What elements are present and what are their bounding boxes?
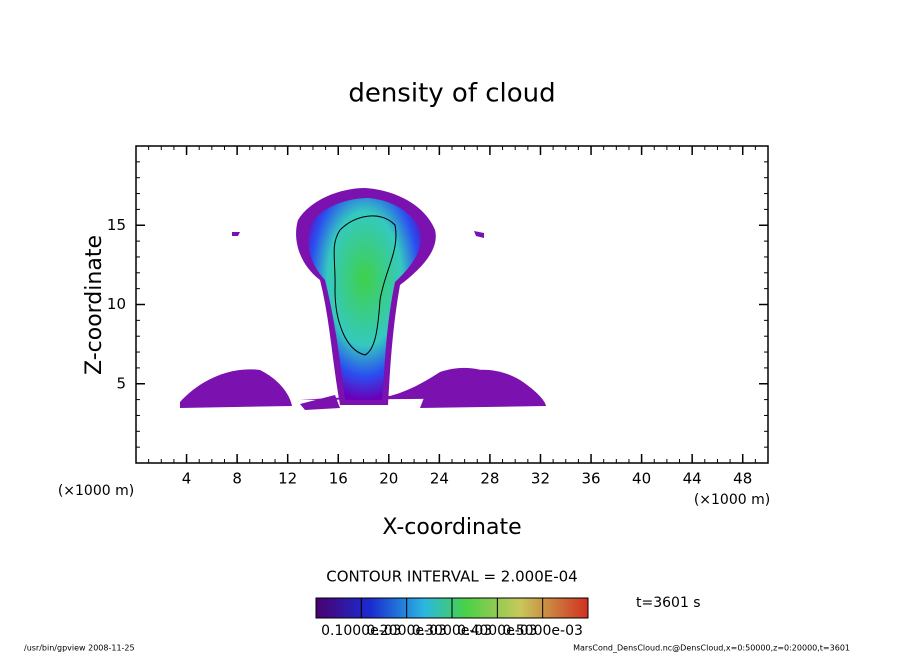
contour-fill [180, 188, 546, 410]
x-tick-label: 40 [632, 470, 651, 488]
chart-title: density of cloud [348, 79, 555, 109]
x-tick-label: 4 [182, 470, 192, 488]
footer-left: /usr/bin/gpview 2008-11-25 [24, 644, 135, 653]
colorbar-tick-label: 0.2000e-03 [366, 623, 446, 639]
contour-interval: CONTOUR INTERVAL = 2.000E-04 [326, 568, 577, 586]
x-tick-label: 12 [278, 470, 297, 488]
x-tick-label: 44 [683, 470, 702, 488]
x-axis-label: X-coordinate [382, 515, 521, 540]
colorbar-tick-label: 0.3000e-03 [412, 623, 492, 639]
y-tick-label: 15 [107, 216, 126, 234]
x-tick-label: 32 [531, 470, 550, 488]
y-tick-label: 10 [107, 295, 126, 313]
x-tick-label: 36 [581, 470, 600, 488]
colorbar-tick-label: 0.5000e-03 [502, 623, 582, 639]
x-tick-label: 28 [480, 470, 499, 488]
x-tick-label: 24 [430, 470, 449, 488]
x-tick-label: 8 [232, 470, 242, 488]
x-tick-label: 16 [329, 470, 348, 488]
colorbar-tick-label: 0.1000e-03 [321, 623, 401, 639]
x-unit-label: (×1000 m) [694, 492, 770, 508]
x-unit-label: (×1000 m) [58, 483, 134, 499]
x-tick-label: 20 [379, 470, 398, 488]
footer-right: MarsCond_DensCloud.nc@DensCloud,x=0:5000… [573, 644, 850, 653]
plot-frame [135, 145, 769, 464]
y-tick-label: 5 [116, 374, 126, 392]
time-label: t=3601 s [636, 595, 701, 611]
y-axis-label: Z-coordinate [82, 235, 107, 375]
x-tick-label: 48 [733, 470, 752, 488]
colorbar-tick-label: 0.4000e-03 [457, 623, 537, 639]
